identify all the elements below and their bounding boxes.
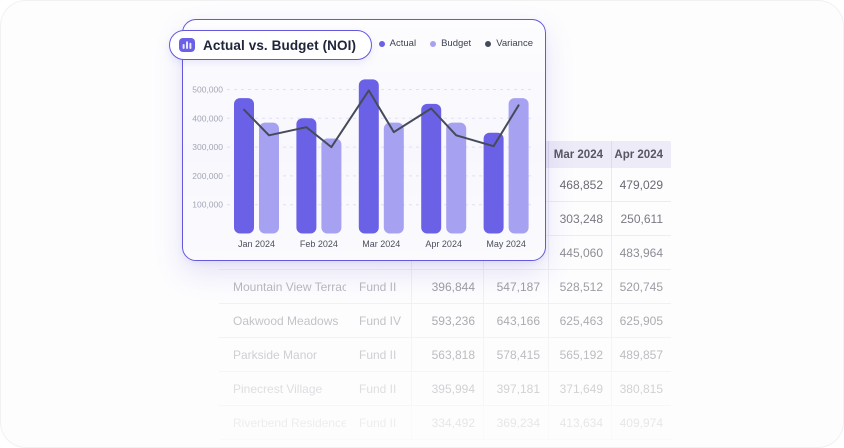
table-cell: 250,611 [611,202,671,235]
svg-text:Jan 2024: Jan 2024 [238,239,275,249]
table-cell: Fund II [359,415,397,430]
svg-text:500,000: 500,000 [192,85,223,95]
legend-item-actual[interactable]: Actual [378,38,416,49]
table-cell: 479,029 [611,168,671,201]
table-cell: Riverbend Residences [233,415,346,430]
table-cell: 445,060 [548,236,611,269]
table-cell: 625,905 [611,304,671,337]
table-cell: 643,166 [483,304,548,337]
svg-text:Apr 2024: Apr 2024 [425,239,462,249]
table-cell: Pinecrest Village [233,381,323,396]
chart-title: Actual vs. Budget (NOI) [203,37,357,53]
table-cell: 483,964 [611,236,671,269]
table-row: Oakwood Meadows Fund IV 593,236 643,166 625,… [219,304,671,338]
chart-title-pill: Actual vs. Budget (NOI) [169,30,373,60]
noi-chart-card: Actual vs. Budget (NOI) Actual Budget Va… [169,19,546,261]
table-cell: 303,248 [548,202,611,235]
svg-text:400,000: 400,000 [192,113,223,123]
table-cell: 334,492 [411,406,483,439]
table-cell: 563,818 [411,338,483,371]
table-cell: 578,415 [483,338,548,371]
table-cell: 369,234 [483,406,548,439]
legend-item-budget[interactable]: Budget [430,38,471,49]
table-cell: 409,974 [611,406,671,439]
table-cell: Fund II [359,347,397,362]
table-row: Pinecrest Village Fund II 395,994 397,181 37… [219,372,671,406]
table-cell: 528,512 [548,270,611,303]
table-cell: Mountain View Terrace [233,279,346,294]
bar-chart-icon [179,38,195,52]
table-header-cell: Apr 2024 [611,141,671,168]
table-cell: Fund IV [359,313,402,328]
table-cell: 396,844 [411,270,483,303]
table-cell: 413,634 [548,406,611,439]
table-cell: 625,463 [548,304,611,337]
table-cell: Fund II [359,381,397,396]
table-cell: Oakwood Meadows [233,313,339,328]
svg-text:200,000: 200,000 [192,171,223,181]
actual-dot-icon [378,40,385,47]
table-cell: 397,181 [483,372,548,405]
table-row: Parkside Manor Fund II 563,818 578,415 565,1… [219,338,671,372]
table-cell: Parkside Manor [233,347,318,362]
table-cell: 380,815 [611,372,671,405]
table-header-cell: Mar 2024 [548,141,611,168]
variance-dot-icon [485,40,492,47]
svg-text:Mar 2024: Mar 2024 [362,239,400,249]
table-row: Riverbend Residences Fund II 334,492 369,23… [219,406,671,440]
svg-text:Feb 2024: Feb 2024 [300,239,338,249]
properties-table: Mar 2024 Apr 2024 468,852 479,029 303,248 250… [219,141,671,440]
table-cell: Fund II [359,279,397,294]
table-cell: 489,857 [611,338,671,371]
table-cell: 593,236 [411,304,483,337]
table-cell: 565,192 [548,338,611,371]
legend-item-variance[interactable]: Variance [485,38,533,49]
table-cell: 395,994 [411,372,483,405]
table-cell: 547,187 [483,270,548,303]
svg-text:300,000: 300,000 [192,142,223,152]
budget-dot-icon [430,40,437,47]
svg-text:May 2024: May 2024 [486,239,526,249]
table-cell: 371,649 [548,372,611,405]
table-cell: 468,852 [548,168,611,201]
table-cell: 520,745 [611,270,671,303]
table-row: Mountain View Terrace Fund II 396,844 547,1… [219,270,671,304]
chart-legend: Actual Budget Variance [378,38,533,49]
svg-text:100,000: 100,000 [192,200,223,210]
